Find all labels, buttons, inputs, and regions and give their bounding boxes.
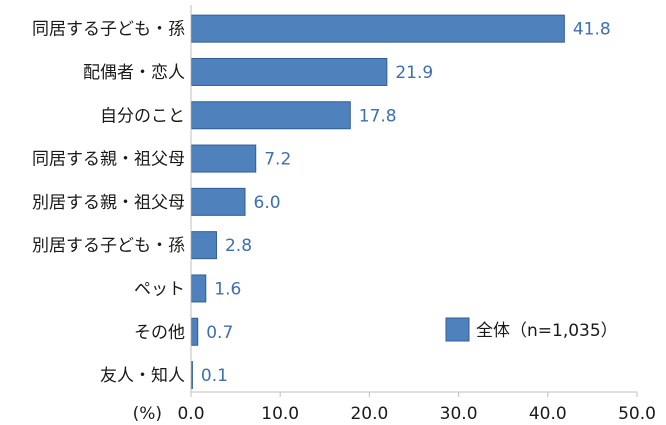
bar — [191, 14, 565, 43]
category-label: 別居する子ども・孫 — [32, 236, 185, 256]
x-tick-label: 10.0 — [261, 404, 299, 424]
x-tick-label: 50.0 — [618, 404, 656, 424]
value-label: 2.8 — [225, 236, 252, 256]
value-label: 41.8 — [573, 20, 611, 40]
category-label: 友人・知人 — [100, 366, 185, 386]
category-label: 自分のこと — [100, 106, 185, 126]
bar — [191, 144, 257, 173]
value-label: 1.6 — [214, 279, 241, 299]
value-label: 6.0 — [254, 193, 281, 213]
category-labels: 同居する子ども・孫配偶者・恋人自分のこと同居する親・祖父母別居する親・祖父母別居… — [32, 20, 185, 386]
bar — [191, 187, 246, 216]
x-axis-tick-labels: 0.0 10.0 20.0 30.0 40.0 50.0 — [177, 404, 655, 424]
bar — [191, 274, 207, 303]
category-label: 同居する親・祖父母 — [32, 150, 185, 170]
x-tick-label: 0.0 — [177, 404, 204, 424]
category-label: 同居する子ども・孫 — [32, 20, 185, 40]
value-label: 7.2 — [264, 150, 291, 170]
legend: 全体（n=1,035） — [445, 317, 618, 342]
x-axis-ticks — [190, 392, 638, 397]
category-label: 別居する親・祖父母 — [32, 193, 185, 213]
category-label: 配偶者・恋人 — [83, 62, 185, 83]
value-label: 17.8 — [359, 106, 397, 126]
value-label: 0.7 — [206, 323, 233, 343]
bar — [191, 361, 193, 390]
value-labels: 41.8 21.9 17.8 7.2 6.0 2.8 1.6 0.7 0.1 — [201, 20, 611, 386]
bar — [191, 57, 388, 86]
bars — [191, 14, 565, 390]
x-axis-unit-label: (%) — [133, 404, 162, 424]
legend-label: 全体（n=1,035） — [476, 321, 618, 341]
bar — [191, 317, 199, 346]
x-tick-label: 40.0 — [529, 404, 567, 424]
value-label: 21.9 — [395, 63, 433, 83]
x-tick-label: 20.0 — [350, 404, 388, 424]
bar — [191, 101, 351, 130]
x-tick-label: 30.0 — [440, 404, 478, 424]
legend-swatch — [445, 317, 470, 342]
value-label: 0.1 — [201, 366, 228, 386]
bar — [191, 231, 217, 260]
category-label: ペット — [134, 279, 185, 299]
category-label: その他 — [134, 323, 185, 343]
